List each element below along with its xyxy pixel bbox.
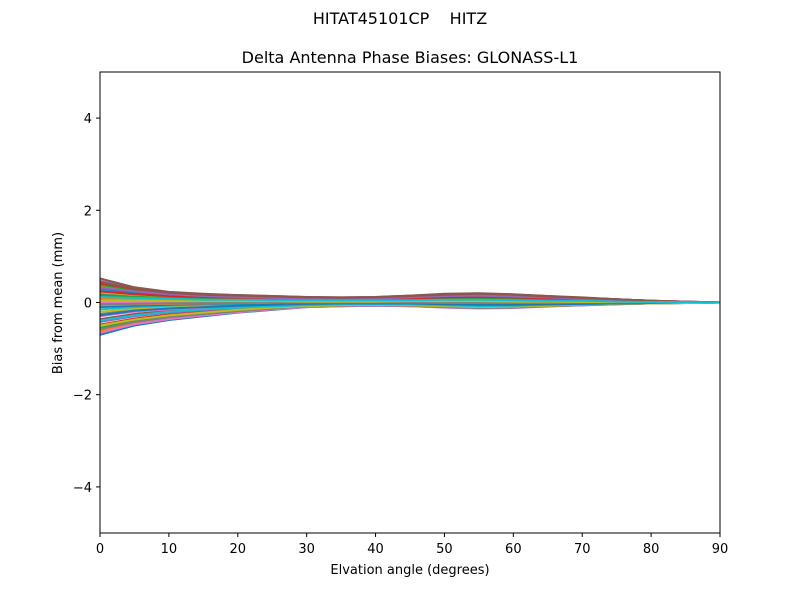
series-line (99, 296, 721, 304)
x-tick-label: 0 (96, 542, 104, 557)
x-tick-label: 90 (712, 542, 729, 557)
y-tick-label: 4 (84, 112, 92, 127)
series-line (99, 281, 721, 304)
chart-title: Delta Antenna Phase Biases: GLONASS-L1 (241, 48, 579, 67)
y-tick-label: 2 (84, 204, 92, 219)
x-tick-label: 30 (298, 542, 315, 557)
x-tick-label: 80 (643, 542, 660, 557)
x-tick-label: 40 (367, 542, 384, 557)
y-axis-ticks: −4 −2 0 2 4 (73, 112, 100, 496)
x-tick-label: 60 (505, 542, 522, 557)
x-tick-label: 20 (230, 542, 247, 557)
x-axis-ticks: 0 10 20 30 40 50 60 70 80 90 (96, 533, 728, 557)
y-tick-label: −4 (73, 481, 92, 496)
x-axis-label: Elvation angle (degrees) (330, 563, 489, 578)
y-tick-label: 0 (84, 297, 92, 312)
x-tick-label: 10 (161, 542, 178, 557)
series-lines (99, 277, 721, 336)
x-tick-label: 70 (574, 542, 591, 557)
x-tick-label: 50 (436, 542, 453, 557)
y-axis-label: Bias from mean (mm) (51, 232, 66, 374)
figure-suptitle: HITAT45101CP HITZ (312, 9, 488, 28)
y-tick-label: −2 (73, 389, 92, 404)
